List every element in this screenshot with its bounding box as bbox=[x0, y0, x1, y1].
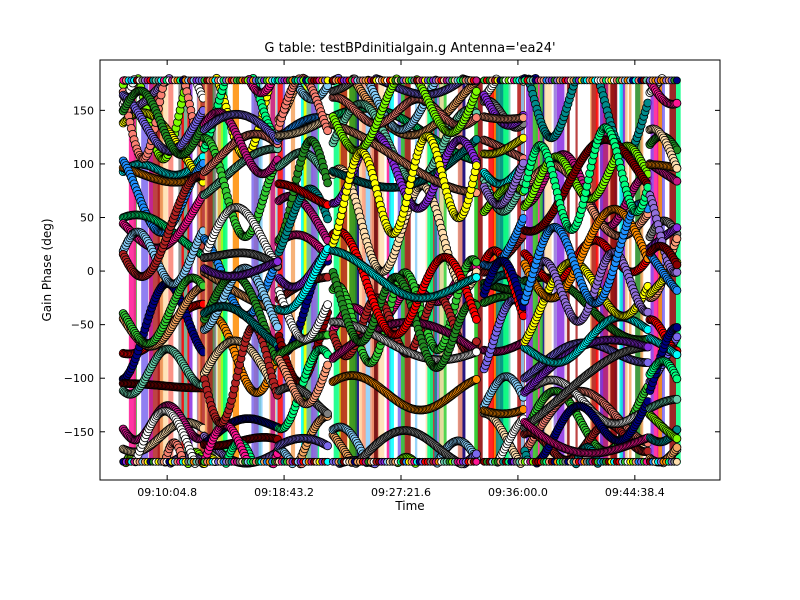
phase-wrap-band bbox=[197, 78, 201, 464]
data-point bbox=[323, 214, 333, 224]
phase-wrap-band bbox=[188, 78, 193, 464]
chart-title: G table: testBPdinitialgain.g Antenna='e… bbox=[264, 41, 555, 56]
data-point bbox=[471, 257, 481, 267]
data-point bbox=[323, 409, 333, 419]
data-point bbox=[323, 441, 333, 451]
data-point bbox=[471, 449, 481, 459]
data-point bbox=[273, 257, 282, 267]
data-point bbox=[471, 347, 481, 357]
data-point bbox=[323, 300, 333, 310]
data-point bbox=[273, 322, 282, 332]
phase-wrap-band bbox=[168, 78, 174, 464]
data-point bbox=[323, 178, 333, 188]
data-point bbox=[471, 113, 481, 122]
data-point bbox=[323, 360, 333, 370]
plot-marks bbox=[118, 73, 682, 469]
